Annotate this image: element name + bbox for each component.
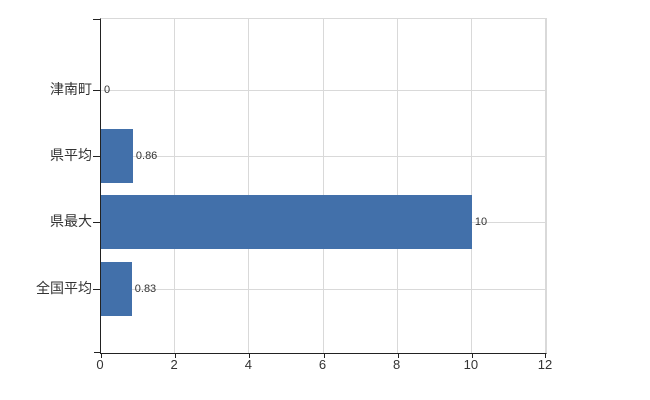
plot-area: 0 0.86 10 0.83 <box>93 18 547 358</box>
x-axis-line <box>94 352 101 353</box>
x-axis-tick-label: 4 <box>244 357 252 372</box>
x-axis-tick-label: 2 <box>170 357 178 372</box>
x-gridline <box>470 19 472 353</box>
y-axis-category-label: 県最大 <box>50 213 92 229</box>
x-gridline <box>174 19 176 353</box>
x-axis-tick-label: 0 <box>96 357 104 372</box>
x-axis-tick-label: 12 <box>537 357 553 372</box>
bar-value-label: 0 <box>104 84 111 96</box>
x-axis-tick <box>397 353 399 358</box>
y-axis-tick <box>93 222 100 223</box>
x-axis-tick <box>101 353 102 358</box>
y-axis-tick <box>93 19 100 20</box>
bar-value-label: 0.86 <box>135 150 158 162</box>
bar[interactable] <box>101 262 132 316</box>
y-axis-tick <box>93 90 100 91</box>
y-gridline <box>101 289 546 290</box>
y-axis-tick <box>93 289 100 290</box>
bar[interactable] <box>101 195 472 249</box>
x-gridline <box>322 19 324 353</box>
x-axis-tick <box>249 353 251 358</box>
y-gridline <box>101 90 546 91</box>
x-axis-tick <box>175 353 177 358</box>
x-axis-tick-label: 10 <box>463 357 479 372</box>
y-axis-tick <box>93 156 100 157</box>
x-axis-tick <box>545 353 546 358</box>
y-axis-category-label: 津南町 <box>50 81 92 97</box>
y-axis-category-label: 県平均 <box>50 147 92 163</box>
x-axis-tick-label: 6 <box>318 357 327 372</box>
x-gridline <box>396 19 398 353</box>
x-gridline <box>545 19 546 353</box>
bar-value-label: 0.83 <box>134 283 157 295</box>
x-axis-tick <box>471 353 473 358</box>
bar-value-label: 10 <box>474 216 488 228</box>
bar[interactable] <box>101 129 133 183</box>
y-axis-category-label: 全国平均 <box>36 280 92 296</box>
x-gridline <box>248 19 250 353</box>
y-gridline <box>101 156 546 157</box>
x-axis-tick <box>323 353 325 358</box>
x-axis-tick-label: 8 <box>393 357 401 372</box>
